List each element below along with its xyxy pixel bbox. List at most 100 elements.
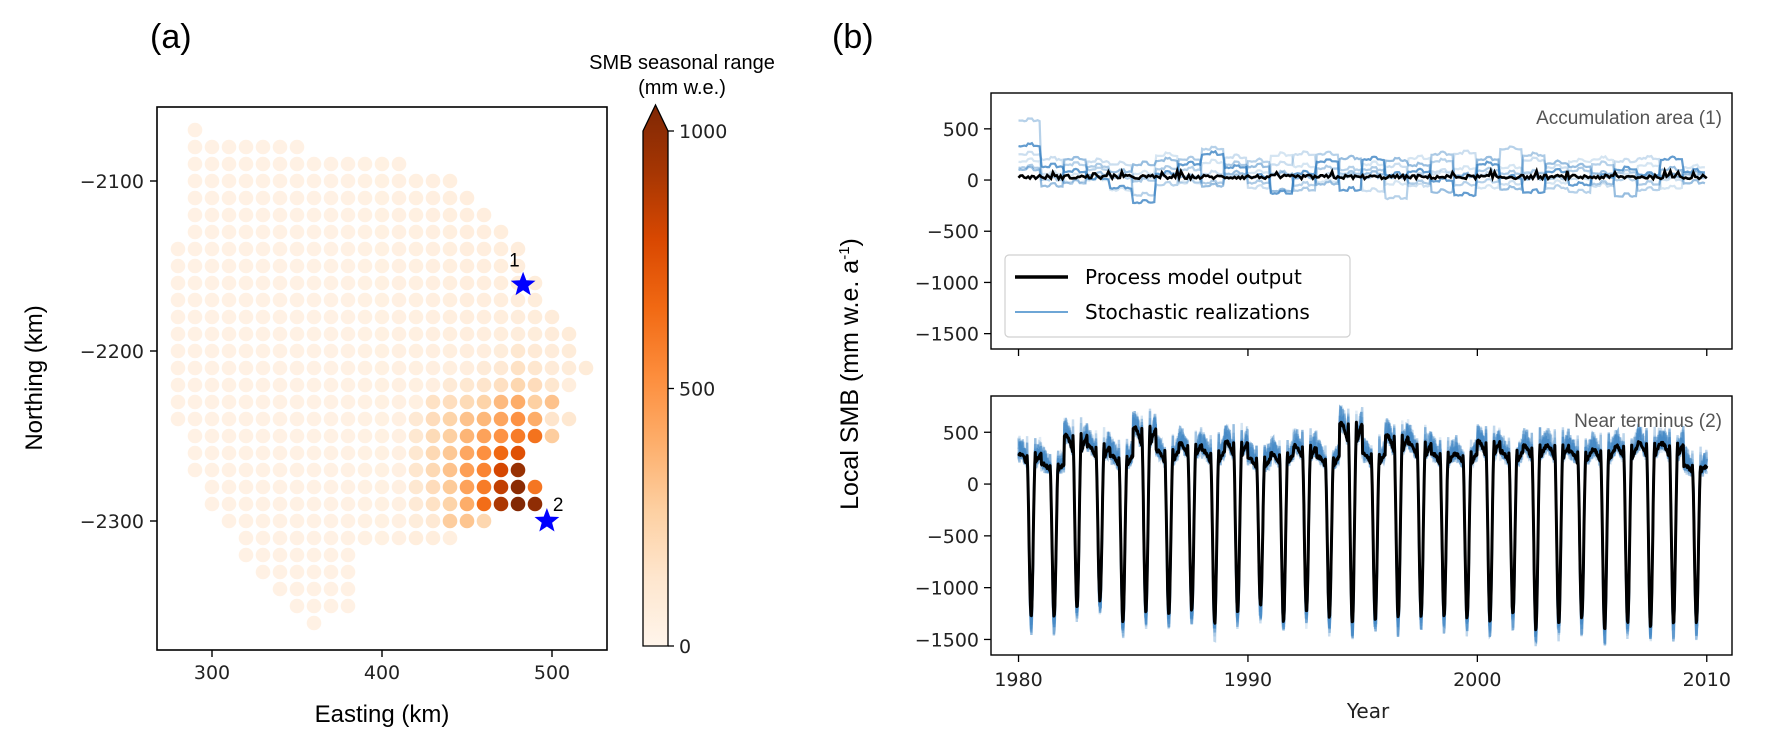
map-dot xyxy=(340,598,356,614)
map-dot xyxy=(510,394,526,410)
map-dot xyxy=(374,207,390,223)
map-dot xyxy=(459,377,475,393)
map-dot xyxy=(476,343,492,359)
map-dot xyxy=(374,309,390,325)
accumulation-ytick-label: −1500 xyxy=(915,324,979,346)
map-dot xyxy=(255,479,271,495)
map-dot xyxy=(391,513,407,529)
map-dot xyxy=(238,360,254,376)
map-dot xyxy=(425,496,441,512)
map-dot xyxy=(357,513,373,529)
map-dot xyxy=(255,173,271,189)
map-dot xyxy=(493,445,509,461)
map-dot xyxy=(442,445,458,461)
map-dot xyxy=(510,360,526,376)
map-dot xyxy=(459,360,475,376)
map-dot xyxy=(255,428,271,444)
map-dot xyxy=(204,292,220,308)
map-dot xyxy=(323,309,339,325)
map-dot xyxy=(425,258,441,274)
map-dot xyxy=(306,394,322,410)
map-dot xyxy=(442,411,458,427)
map-dot xyxy=(255,547,271,563)
map-dot xyxy=(272,326,288,342)
map-dot xyxy=(306,428,322,444)
map-dot xyxy=(357,275,373,291)
map-dot xyxy=(408,258,424,274)
map-dot xyxy=(408,326,424,342)
map-dot xyxy=(425,462,441,478)
map-dot xyxy=(459,411,475,427)
map-dot xyxy=(187,411,203,427)
map-dot xyxy=(442,394,458,410)
map-dot xyxy=(221,394,237,410)
map-dot xyxy=(272,530,288,546)
map-dot xyxy=(238,309,254,325)
map-dot xyxy=(272,394,288,410)
map-dot xyxy=(544,377,560,393)
map-dot xyxy=(323,156,339,172)
map-dot xyxy=(510,377,526,393)
map-dot xyxy=(425,513,441,529)
map-dot xyxy=(442,496,458,512)
map-dot xyxy=(476,360,492,376)
map-dot xyxy=(272,411,288,427)
map-dot xyxy=(527,343,543,359)
map-dot xyxy=(306,581,322,597)
map-dot xyxy=(323,598,339,614)
map-dot xyxy=(425,360,441,376)
map-dot xyxy=(510,292,526,308)
terminus-x-axis: 1980 1990 2000 2010 xyxy=(994,655,1731,691)
map-dot xyxy=(272,581,288,597)
map-dot xyxy=(187,360,203,376)
map-dot xyxy=(289,581,305,597)
map-dot xyxy=(408,445,424,461)
map-dot xyxy=(391,479,407,495)
map-dot xyxy=(187,122,203,138)
map-dot xyxy=(221,156,237,172)
map-dot xyxy=(289,462,305,478)
map-dot xyxy=(408,207,424,223)
map-dot xyxy=(527,479,543,495)
map-dot xyxy=(323,581,339,597)
map-dot xyxy=(204,428,220,444)
map-dot xyxy=(272,241,288,257)
map-dot xyxy=(340,445,356,461)
map-dot xyxy=(391,275,407,291)
process-model-line xyxy=(1017,420,1709,632)
map-dot xyxy=(255,292,271,308)
map-dot xyxy=(442,207,458,223)
map-dot xyxy=(204,377,220,393)
map-dot xyxy=(340,377,356,393)
map-dot xyxy=(340,411,356,427)
map-dot xyxy=(425,428,441,444)
map-dot xyxy=(527,411,543,427)
colorbar: 0 500 1000 SMB seasonal range (mm w.e.) xyxy=(589,52,775,658)
map-dot xyxy=(493,241,509,257)
accumulation-lines xyxy=(1017,117,1708,205)
terminus-lines xyxy=(1017,404,1709,647)
map-dot xyxy=(425,530,441,546)
map-dot xyxy=(238,343,254,359)
map-dot xyxy=(238,428,254,444)
map-dot xyxy=(357,173,373,189)
map-dot xyxy=(255,190,271,206)
map-dot xyxy=(391,224,407,240)
map-dot xyxy=(459,513,475,529)
map-dot xyxy=(459,394,475,410)
map-dot xyxy=(374,530,390,546)
map-dot xyxy=(357,190,373,206)
map-dot xyxy=(391,530,407,546)
map-dot xyxy=(204,411,220,427)
map-dot xyxy=(510,309,526,325)
map-dot xyxy=(255,530,271,546)
map-dot xyxy=(272,479,288,495)
map-dot xyxy=(374,394,390,410)
map-dot xyxy=(408,343,424,359)
map-dot xyxy=(289,564,305,580)
map-dot xyxy=(357,309,373,325)
map-dot xyxy=(340,173,356,189)
map-dot xyxy=(306,462,322,478)
map-dot xyxy=(391,445,407,461)
map-dot xyxy=(204,343,220,359)
